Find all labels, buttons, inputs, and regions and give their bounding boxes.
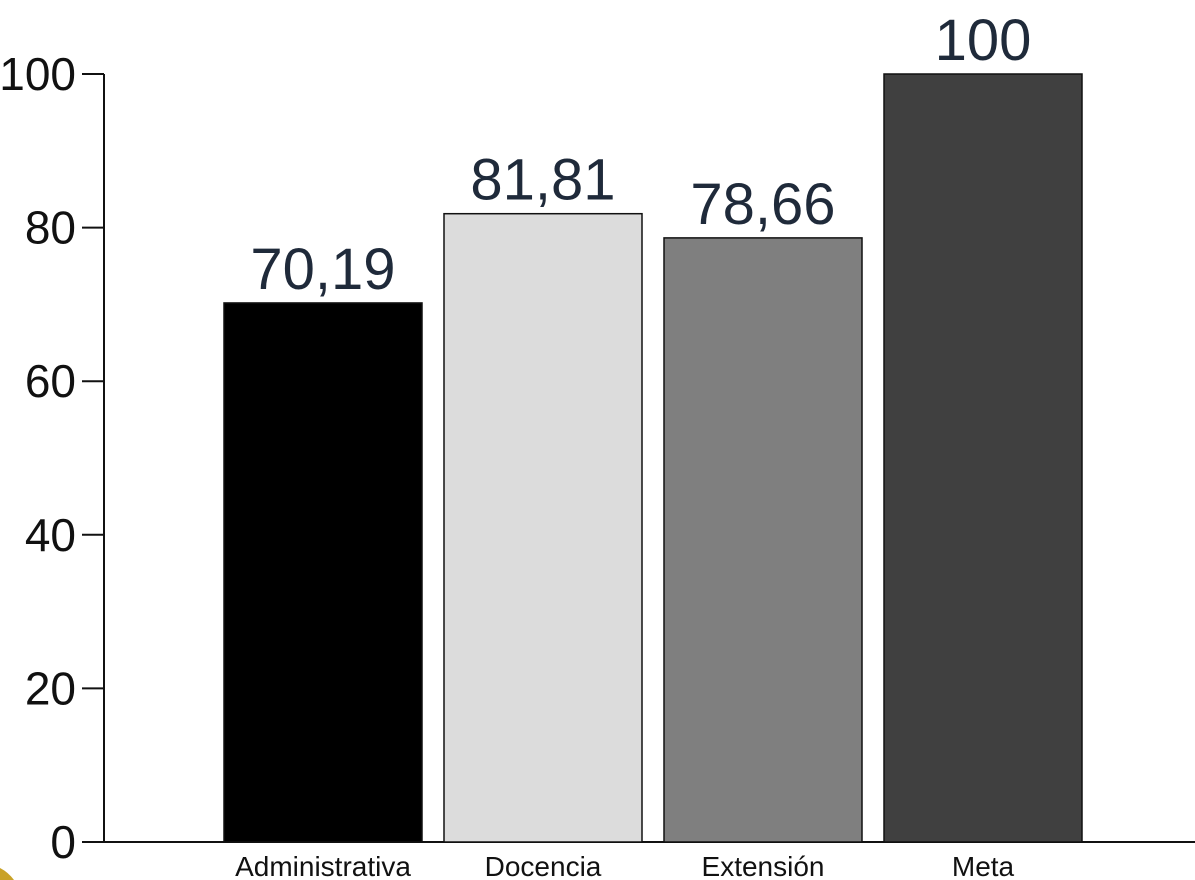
bar-value-label: 70,19 bbox=[250, 237, 395, 302]
category-labels: Administrativa Docencia Extensión Meta bbox=[235, 851, 1014, 880]
x-category-label: Meta bbox=[952, 851, 1015, 880]
bar-administrativa bbox=[223, 302, 423, 843]
bar-value-label: 81,81 bbox=[470, 148, 615, 213]
bar-extension bbox=[663, 237, 863, 843]
bar-meta bbox=[883, 73, 1083, 843]
y-ticks: 0 20 40 60 80 100 bbox=[0, 48, 104, 868]
value-labels: 70,19 81,81 78,66 100 bbox=[250, 8, 1031, 302]
bar-value-label: 100 bbox=[935, 8, 1032, 73]
x-category-label: Extensión bbox=[702, 851, 825, 880]
y-tick-label: 0 bbox=[50, 816, 76, 868]
y-tick-label: 100 bbox=[0, 48, 76, 100]
x-category-label: Administrativa bbox=[235, 851, 411, 880]
bar-value-label: 78,66 bbox=[690, 172, 835, 237]
y-tick-label: 80 bbox=[25, 202, 76, 254]
corner-decoration bbox=[0, 868, 14, 880]
x-category-label: Docencia bbox=[485, 851, 602, 880]
bar-docencia bbox=[443, 212, 643, 843]
y-tick-label: 20 bbox=[25, 662, 76, 714]
y-tick-label: 60 bbox=[25, 355, 76, 407]
y-tick-label: 40 bbox=[25, 509, 76, 561]
bars bbox=[223, 73, 1083, 843]
